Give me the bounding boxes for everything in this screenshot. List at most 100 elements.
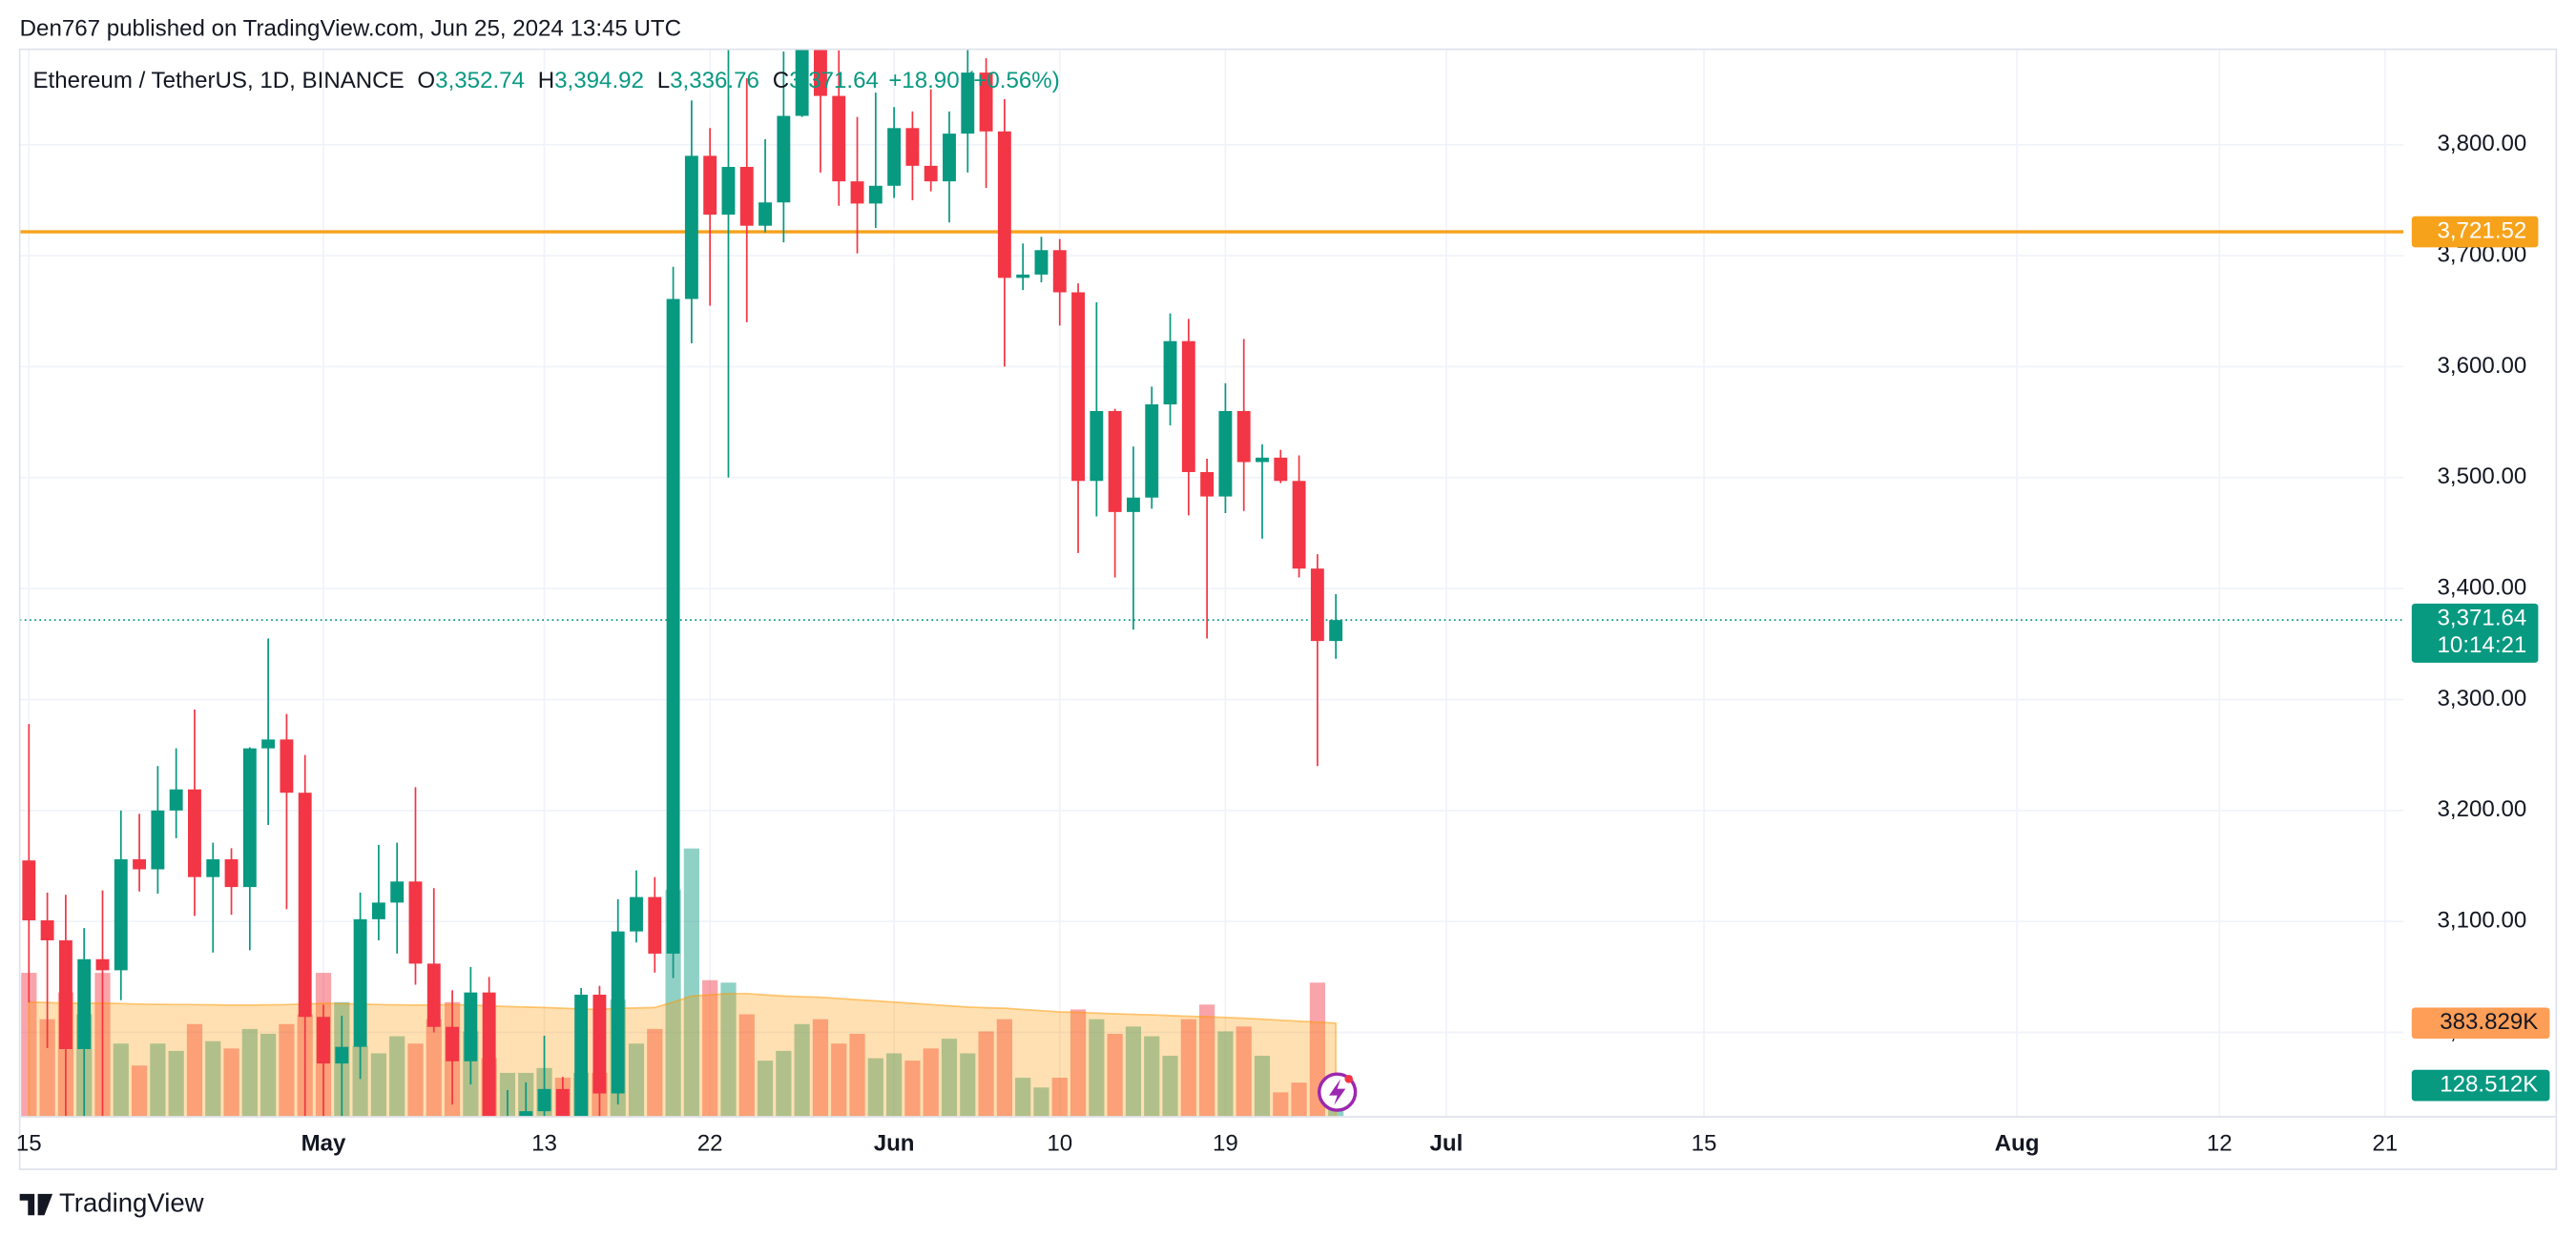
candle-body <box>721 167 736 216</box>
legend-field-name: C <box>773 68 789 93</box>
candle-body <box>1181 340 1195 472</box>
axes: 15May1322Jun1019Jul15Aug12213,000.003,10… <box>16 131 2550 1157</box>
candle-body <box>924 165 938 182</box>
candle-body <box>1016 274 1030 278</box>
volume-bar <box>1144 1036 1160 1117</box>
volume-bar <box>260 1034 277 1117</box>
candle-body <box>813 49 827 96</box>
volume-bar <box>1051 1078 1068 1117</box>
volume-bar <box>1217 1031 1234 1117</box>
volume-bar <box>1180 1019 1196 1117</box>
volume-bar <box>849 1034 865 1117</box>
candle-body <box>40 920 54 940</box>
countdown-label: 10:14:21 <box>2438 632 2527 658</box>
volume-bar <box>407 1043 424 1117</box>
volume-bar <box>168 1050 184 1117</box>
candle-body <box>151 810 165 870</box>
x-tick-label: 22 <box>697 1131 723 1157</box>
candle-body <box>979 72 993 132</box>
volume-bar <box>370 1053 386 1117</box>
volume-bar <box>1236 1026 1252 1117</box>
volume-bar <box>1125 1026 1142 1117</box>
legend-symbol: Ethereum / TetherUS, 1D, BINANCE <box>32 68 404 93</box>
volume-bar <box>683 848 699 1117</box>
brand-logo <box>19 1193 53 1216</box>
candle-body <box>1163 340 1177 405</box>
candle-body <box>58 939 73 1049</box>
candle-body <box>961 72 975 134</box>
candle-body <box>335 1046 349 1064</box>
volume-bar <box>1070 1009 1087 1117</box>
candle-body <box>426 963 441 1027</box>
volume-bar <box>1162 1056 1178 1117</box>
candle-body <box>905 128 920 166</box>
volume-bar <box>794 1023 810 1117</box>
x-tick-label: 12 <box>2207 1131 2233 1157</box>
volume-bar <box>923 1048 939 1117</box>
candle-body <box>1052 250 1067 293</box>
volume-bar <box>1015 1078 1031 1117</box>
candle-body <box>482 992 496 1117</box>
volume-bar <box>812 1019 829 1117</box>
volume-bar <box>1107 1034 1123 1117</box>
volume-bar <box>757 1061 774 1117</box>
candle-body <box>648 896 662 954</box>
candle-body <box>280 739 294 793</box>
candle-body <box>1236 410 1251 463</box>
candle-body <box>353 918 367 1047</box>
candle-body <box>298 793 312 1018</box>
volume-bar <box>628 1043 645 1117</box>
y-tick-label: 3,600.00 <box>2438 353 2527 379</box>
candle-body <box>95 958 110 971</box>
x-tick-label: Jul <box>1430 1131 1464 1157</box>
volume-bar <box>941 1039 958 1117</box>
legend-field-value: 3,336.76 <box>670 68 759 93</box>
volume-bar <box>1291 1082 1307 1117</box>
volume-bar <box>241 1028 258 1117</box>
candle-body <box>555 1088 570 1117</box>
legend-field-value: 3,352.74 <box>435 68 525 93</box>
candle-body <box>114 859 128 971</box>
candle-body <box>850 181 864 204</box>
candle-body <box>519 1111 533 1117</box>
price-badge <box>2411 216 2539 248</box>
volume-bar <box>904 1061 921 1117</box>
candle-body <box>1126 497 1140 512</box>
candle-body <box>1145 404 1159 498</box>
volume-badge <box>2411 1069 2550 1102</box>
volume-bar <box>647 1028 663 1117</box>
candle-body <box>169 789 183 811</box>
y-tick-label: 3,200.00 <box>2438 796 2527 822</box>
candle-body <box>739 167 754 226</box>
volume-bar <box>776 1050 792 1117</box>
candle-body <box>703 155 717 216</box>
candle-body <box>1071 292 1085 482</box>
candle-body <box>77 958 92 1049</box>
candle-body <box>188 789 201 877</box>
candle-body <box>446 1026 460 1061</box>
volume-badge-label: 383.829K <box>2440 1009 2538 1035</box>
candle-body <box>1034 250 1049 275</box>
candle-body <box>943 134 956 182</box>
volume-bar <box>886 1053 903 1117</box>
x-tick-label: 15 <box>1692 1131 1717 1157</box>
y-tick-label: 3,800.00 <box>2438 131 2527 156</box>
candle-body <box>832 95 846 182</box>
legend-field-name: H <box>538 68 554 93</box>
candle-body <box>777 115 791 203</box>
price-badge-label: 3,721.52 <box>2438 217 2527 243</box>
grid <box>19 49 2404 1117</box>
candle-body <box>592 994 607 1094</box>
volume-bar <box>113 1043 129 1117</box>
candle-body <box>1292 481 1306 569</box>
volume-bar <box>279 1023 295 1117</box>
candle-body <box>611 931 625 1094</box>
lightning-icon <box>1317 1072 1358 1112</box>
candle-body <box>868 185 883 204</box>
candle-body <box>317 1017 330 1064</box>
legend-field-value: 3,394.92 <box>554 68 644 93</box>
candle-body <box>1108 410 1122 512</box>
candle-body <box>206 859 220 877</box>
y-tick-label: 3,100.00 <box>2438 908 2527 934</box>
